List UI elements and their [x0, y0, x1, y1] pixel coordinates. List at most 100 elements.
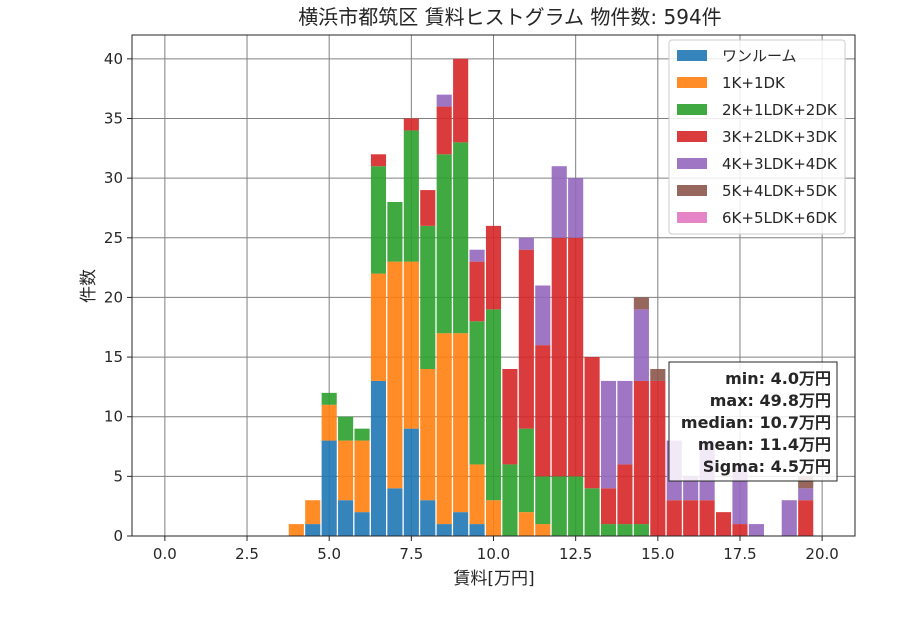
- bar-segment-s4-bin17: [568, 178, 584, 238]
- y-tick-label: 35: [104, 110, 123, 128]
- stats-line: median: 10.7万円: [681, 413, 831, 432]
- bar-segment-s3-bin20: [617, 464, 633, 525]
- bar-segment-s4-bin15: [535, 285, 551, 346]
- bar-segment-s0-bin1: [305, 524, 321, 536]
- bar-segment-s2-bin11: [469, 321, 485, 465]
- bar-segment-s4-bin20: [617, 380, 633, 465]
- bar-segment-s2-bin3: [338, 416, 354, 441]
- bar-segment-s3-bin15: [535, 345, 551, 477]
- bar-segment-s0-bin10: [453, 512, 469, 536]
- bar-segment-s4-bin14: [518, 237, 534, 250]
- legend-swatch: [677, 50, 707, 61]
- bar-segment-s3-bin18: [584, 357, 600, 489]
- legend-label: 1K+1DK: [722, 74, 786, 92]
- bar-segment-s4-bin11: [469, 249, 485, 262]
- bar-segment-s3-bin10: [453, 58, 469, 143]
- bar-segment-s3-bin27: [732, 524, 748, 536]
- bar-segment-s2-bin6: [387, 202, 403, 262]
- bar-segment-s0-bin9: [436, 524, 452, 536]
- bar-segment-s0-bin11: [469, 524, 485, 536]
- chart-title: 横浜市都筑区 賃料ヒストグラム 物件数: 594件: [298, 5, 721, 29]
- x-tick-label: 10.0: [477, 545, 510, 563]
- bar-segment-s1-bin5: [370, 273, 387, 381]
- bar-segment-s2-bin5: [370, 166, 387, 274]
- bar-segment-s1-bin6: [387, 261, 403, 489]
- bar-segment-s1-bin9: [436, 333, 452, 525]
- bar-segment-s4-bin31: [798, 488, 814, 501]
- bar-segment-s3-bin5: [370, 154, 387, 167]
- bar-segment-s1-bin2: [321, 404, 337, 441]
- legend-swatch: [677, 158, 707, 169]
- stats-line: min: 4.0万円: [725, 369, 831, 388]
- bar-segment-s1-bin15: [535, 524, 551, 536]
- y-tick-label: 30: [104, 169, 123, 187]
- bar-segment-s2-bin2: [321, 392, 337, 405]
- x-tick-label: 17.5: [723, 545, 756, 563]
- legend-label: 3K+2LDK+3DK: [722, 128, 838, 146]
- bar-segment-s0-bin4: [354, 512, 370, 536]
- bar-segment-s3-bin11: [469, 261, 485, 322]
- stats-frame: [668, 361, 838, 482]
- legend-label: 4K+3LDK+4DK: [722, 155, 838, 173]
- stats-box: min: 4.0万円 max: 49.8万円 median: 10.7万円 mean:…: [668, 361, 838, 482]
- bar-segment-s2-bin8: [420, 225, 436, 369]
- y-tick-label: 20: [104, 288, 123, 306]
- bar-segment-s4-bin9: [436, 94, 452, 107]
- bar-segment-s3-bin12: [485, 225, 502, 310]
- x-tick-label: 2.5: [235, 545, 259, 563]
- bar-segment-s1-bin4: [354, 440, 370, 513]
- bar-segment-s1-bin1: [305, 500, 321, 525]
- bar-segment-s4-bin28: [748, 524, 764, 536]
- bar-segment-s0-bin7: [403, 428, 419, 536]
- legend-label: ワンルーム: [722, 47, 797, 65]
- bar-segment-s1-bin3: [338, 440, 354, 501]
- bar-segment-s2-bin20: [617, 524, 633, 536]
- bar-segment-s0-bin8: [420, 500, 436, 536]
- bar-segment-s1-bin14: [518, 512, 534, 536]
- bar-segment-s1-bin12: [485, 500, 502, 536]
- bar-segment-s4-bin21: [633, 309, 649, 381]
- y-tick-label: 25: [104, 229, 123, 247]
- bar-segment-s3-bin22: [650, 380, 666, 536]
- bar-segment-s2-bin16: [551, 476, 567, 536]
- legend-label: 6K+5LDK+6DK: [722, 209, 838, 227]
- x-axis-ticks: 0.0 2.5 5.0 7.5 10.0 12.5 15.0 17.5 20.0: [153, 536, 839, 563]
- bar-segment-s3-bin21: [633, 380, 649, 525]
- y-tick-label: 15: [104, 348, 123, 366]
- bar-segment-s0-bin2: [321, 440, 337, 536]
- stats-line: Sigma: 4.5万円: [703, 457, 831, 476]
- y-tick-label: 10: [104, 408, 123, 426]
- bar-segment-s3-bin17: [568, 237, 584, 477]
- bar-stacks: [288, 58, 814, 536]
- x-tick-label: 20.0: [805, 545, 838, 563]
- bar-segment-s3-bin23: [666, 500, 682, 536]
- legend-swatch: [677, 212, 707, 223]
- bar-segment-s2-bin19: [600, 524, 617, 536]
- bar-segment-s3-bin24: [683, 500, 699, 536]
- bar-segment-s3-bin8: [420, 190, 436, 226]
- bar-segment-s3-bin19: [600, 488, 617, 525]
- legend-swatch: [677, 77, 707, 88]
- legend-swatch: [677, 104, 707, 115]
- bar-segment-s3-bin25: [699, 500, 715, 536]
- bar-segment-s1-bin10: [453, 333, 469, 513]
- x-tick-label: 5.0: [317, 545, 341, 563]
- x-axis-label: 賃料[万円]: [453, 569, 534, 589]
- bar-segment-s4-bin24: [683, 476, 699, 501]
- x-tick-label: 7.5: [399, 545, 423, 563]
- bar-segment-s3-bin9: [436, 106, 452, 155]
- bar-segment-s3-bin13: [502, 369, 518, 465]
- bar-segment-s1-bin7: [403, 261, 419, 429]
- bar-segment-s4-bin19: [600, 380, 617, 489]
- bar-segment-s1-bin8: [420, 369, 436, 501]
- x-tick-label: 12.5: [559, 545, 592, 563]
- y-tick-label: 40: [104, 50, 123, 68]
- bar-segment-s3-bin14: [518, 249, 534, 429]
- bar-segment-s2-bin9: [436, 154, 452, 334]
- legend-swatch: [677, 131, 707, 142]
- bar-segment-s5-bin22: [650, 369, 666, 381]
- legend-swatch: [677, 185, 707, 196]
- stats-line: mean: 11.4万円: [698, 435, 831, 454]
- bar-segment-s4-bin16: [551, 166, 567, 238]
- bar-segment-s0-bin5: [370, 380, 387, 536]
